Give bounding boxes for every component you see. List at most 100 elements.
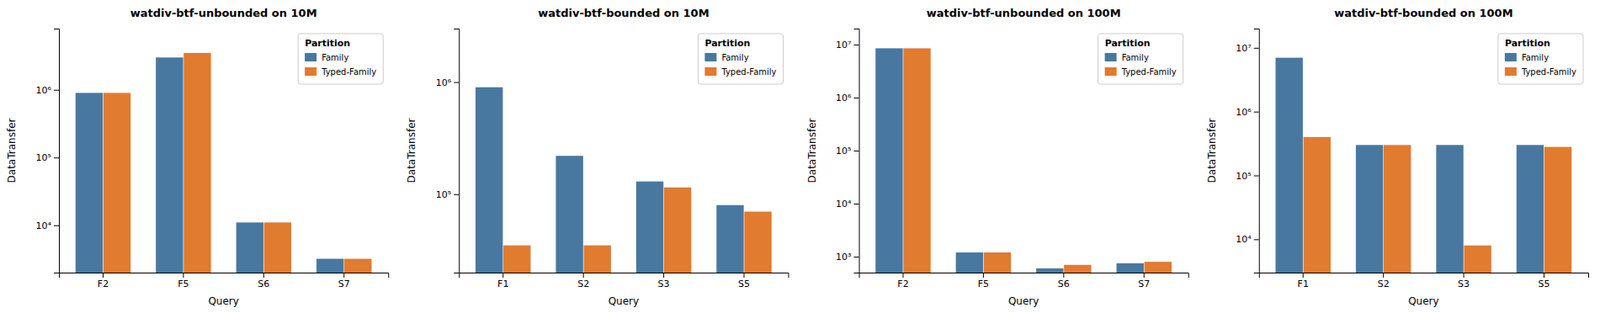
tick-label: 10⁵	[435, 189, 452, 201]
legend-entry: Family	[1105, 53, 1149, 63]
tick-mark	[854, 150, 860, 152]
legend-label: Family	[1121, 53, 1149, 63]
tick: S3	[1457, 272, 1470, 290]
bar	[1116, 263, 1144, 273]
tick-label: 10⁶	[1235, 106, 1252, 118]
tick-mark	[1382, 272, 1384, 278]
legend-title: Partition	[1504, 37, 1551, 49]
tick: S6	[1057, 272, 1070, 290]
legend-title: Partition	[304, 37, 351, 49]
tick-label: F2	[97, 278, 109, 290]
legend-swatch	[704, 53, 717, 62]
axis-line	[59, 273, 389, 279]
x-axis-title: Query	[1408, 295, 1439, 308]
x-axis: F1 S2 S3 S5	[459, 272, 789, 290]
y-axis: 10⁵ 10⁶	[435, 29, 460, 274]
legend-swatch	[1504, 67, 1517, 76]
legend-entry: Typed-Family	[304, 67, 377, 77]
x-axis-title: Query	[608, 295, 639, 308]
series	[503, 187, 772, 273]
tick: S5	[738, 272, 750, 290]
legend: PartitionFamilyTyped-Family	[697, 33, 783, 85]
bar	[636, 181, 664, 273]
tick: 10⁵	[36, 152, 59, 164]
tick-mark	[1254, 239, 1260, 240]
tick-label: S7	[1137, 278, 1150, 290]
tick-label: 10⁴	[835, 198, 852, 210]
bar	[503, 245, 531, 273]
series	[1303, 137, 1573, 273]
axis-line	[459, 273, 789, 279]
tick-mark	[744, 272, 745, 278]
tick-label: S6	[257, 278, 270, 290]
legend: PartitionFamilyTyped-Family	[1098, 33, 1184, 85]
tick: 10⁷	[1235, 42, 1259, 54]
legend-swatch	[1105, 67, 1117, 76]
legend-swatch	[704, 67, 717, 76]
tick-label: 10⁴	[1235, 233, 1252, 245]
tick: 10⁴	[36, 220, 59, 232]
legend-label: Typed-Family	[1520, 67, 1577, 77]
axis-line	[1254, 29, 1260, 274]
tick-mark	[1543, 272, 1545, 278]
tick-mark	[854, 97, 860, 99]
series	[103, 53, 373, 273]
tick-label: 10⁵	[36, 152, 52, 164]
tick: F2	[97, 272, 109, 290]
bars	[1275, 58, 1572, 273]
legend-entry: Typed-Family	[1105, 67, 1177, 77]
tick: 10⁵	[435, 189, 459, 201]
tick: 10⁶	[435, 77, 459, 89]
legend-entry: Typed-Family	[1504, 67, 1577, 77]
bar	[1275, 58, 1303, 273]
legend-box	[297, 33, 383, 85]
tick: 10⁶	[1235, 106, 1259, 118]
legend-entry: Family	[304, 53, 349, 63]
tick-mark	[1302, 272, 1304, 278]
y-axis-title: DataTransfer	[5, 117, 18, 183]
tick-mark	[1254, 175, 1260, 177]
panel: 10³10⁴10⁵10⁶10⁷F2F5S6S7watdiv-btf-unboun…	[806, 6, 1190, 308]
tick-mark	[53, 225, 59, 227]
y-axis-title: DataTransfer	[405, 117, 418, 183]
tick: 10⁴	[835, 198, 859, 210]
tick-mark	[53, 90, 59, 91]
series	[475, 87, 745, 273]
y-axis: 10⁴10⁵10⁶	[36, 29, 60, 274]
bar	[264, 222, 292, 273]
bar	[716, 205, 744, 273]
bar	[475, 87, 503, 273]
bar	[155, 57, 183, 273]
legend-box	[1098, 33, 1184, 85]
bar	[183, 53, 211, 273]
tick-label: S5	[738, 278, 750, 290]
y-axis: 10⁴10⁵10⁶10⁷	[1235, 29, 1260, 274]
tick-label: 10³	[835, 251, 851, 263]
legend-title: Partition	[704, 37, 750, 49]
tick-label: 10⁶	[835, 92, 852, 104]
legend-swatch	[304, 67, 317, 76]
x-axis: F1S2S3S5	[1259, 272, 1589, 290]
axis-line	[1259, 273, 1589, 279]
tick-mark	[343, 272, 345, 278]
tick-mark	[453, 82, 459, 84]
tick: S2	[577, 272, 590, 290]
legend-label: Typed-Family	[720, 67, 777, 77]
tick-label: F1	[497, 278, 509, 290]
axis-line	[53, 29, 60, 274]
bar	[903, 47, 931, 273]
bar	[75, 92, 103, 273]
tick-label: 10⁷	[835, 39, 851, 51]
tick: S6	[257, 272, 270, 290]
title: watdiv-btf-bounded on 10M	[537, 6, 709, 20]
axis-line	[854, 29, 861, 274]
bar	[1544, 147, 1572, 273]
bar	[1383, 144, 1411, 273]
legend-box	[1498, 33, 1584, 85]
tick-label: S2	[1377, 278, 1390, 290]
tick: F1	[1297, 272, 1309, 290]
tick-label: S3	[658, 278, 670, 290]
legend: PartitionFamilyTyped-Family	[1498, 33, 1584, 85]
bar	[555, 155, 583, 273]
tick-label: 10⁵	[835, 145, 851, 157]
